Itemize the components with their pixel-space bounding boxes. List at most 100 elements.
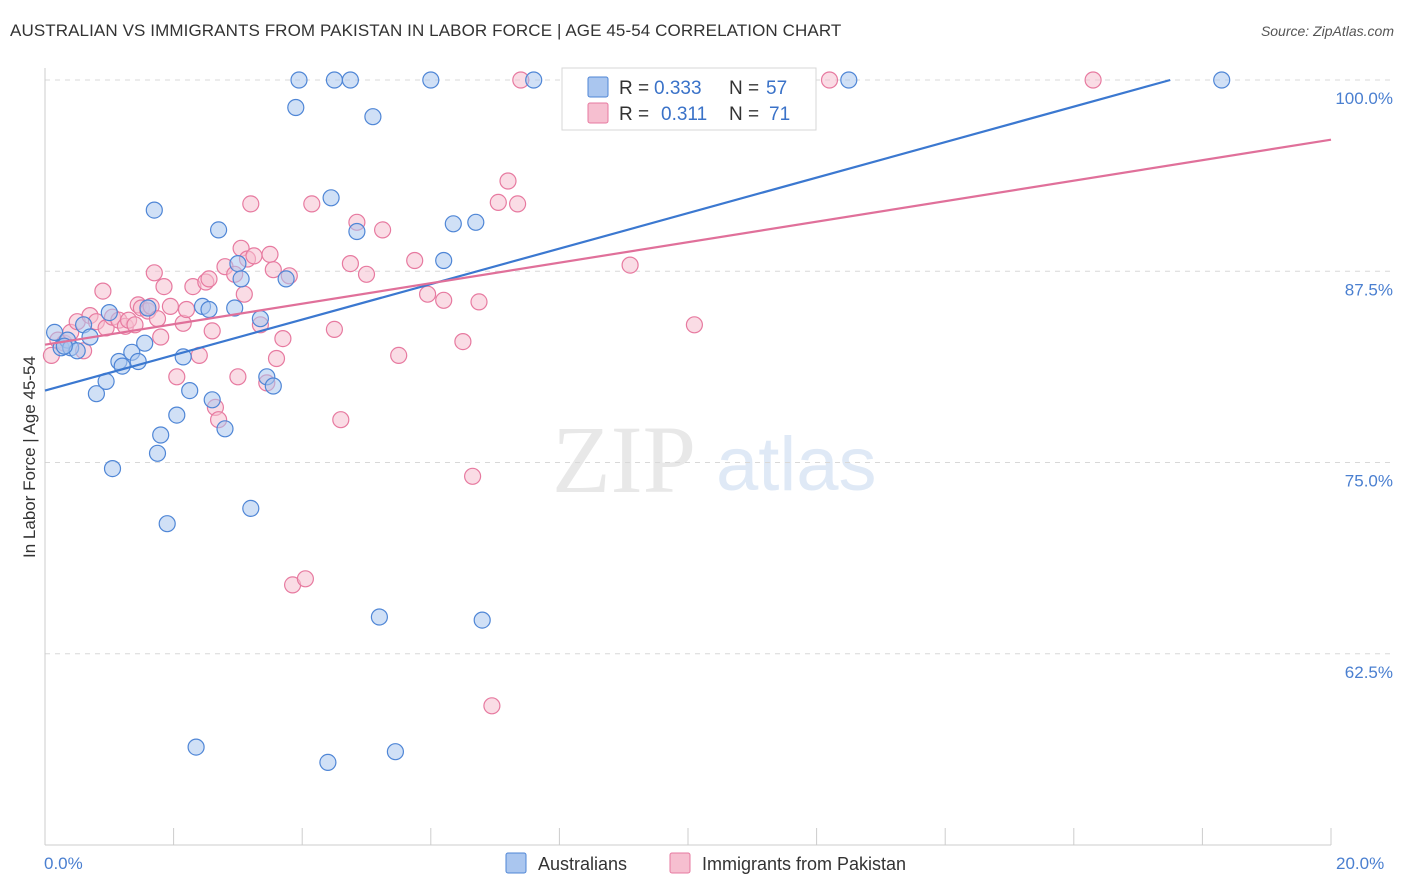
australians-point	[370, 608, 388, 626]
chart-title: AUSTRALIAN VS IMMIGRANTS FROM PAKISTAN I…	[10, 21, 842, 40]
australians-point	[1213, 71, 1231, 89]
australians-point	[181, 382, 199, 400]
pakistan-point	[303, 195, 321, 213]
pakistan-point	[685, 316, 704, 334]
legend-swatch-australians	[587, 76, 609, 98]
pakistan-point	[332, 411, 350, 429]
australians-point	[145, 201, 163, 219]
australians-point	[322, 189, 340, 207]
australians-point	[232, 270, 250, 288]
x-tick-label-max: 20.0%	[1336, 854, 1384, 873]
x-ticks	[44, 828, 1332, 845]
legend-r-value-australians: 0.333	[654, 78, 702, 99]
australians-point	[103, 460, 122, 478]
legend-r-value-pakistan: 0.311	[661, 104, 707, 125]
pakistan-point	[229, 368, 247, 386]
pakistan-point	[161, 297, 179, 315]
pakistan-point	[155, 278, 173, 296]
australians-point	[290, 71, 308, 89]
y-tick-label: 75.0%	[1345, 472, 1393, 491]
pakistan-point	[341, 255, 359, 273]
legend-n-value-pakistan: 71	[769, 104, 790, 125]
australians-trend-line	[44, 78, 1171, 392]
australians-point	[200, 300, 218, 319]
pakistan-point	[489, 193, 507, 211]
australians-point	[152, 426, 170, 444]
australians-point	[87, 385, 106, 403]
pakistan-point	[325, 320, 343, 338]
legend-n-value-australians: 57	[766, 78, 787, 99]
y-tick-label: 100.0%	[1335, 89, 1393, 108]
grid	[45, 79, 1394, 655]
australians-point	[287, 98, 305, 117]
pakistan-point	[1084, 71, 1102, 89]
pakistan-point	[264, 261, 282, 279]
pakistan-point	[464, 467, 482, 485]
pakistan-point	[152, 328, 170, 346]
pakistan-point	[390, 346, 408, 364]
pakistan-point	[245, 247, 263, 265]
australians-point	[348, 222, 366, 241]
australians-point	[45, 323, 64, 341]
australians-point	[148, 444, 167, 462]
pakistan-point	[820, 71, 839, 89]
pakistan-point	[454, 333, 472, 351]
pakistan-point	[419, 285, 437, 303]
pakistan-point	[621, 256, 639, 274]
pakistan-point	[242, 195, 260, 213]
australians-point	[203, 391, 221, 409]
pakistan-trend-line	[44, 138, 1332, 346]
australians-point	[473, 611, 491, 629]
pakistan-point	[470, 293, 488, 311]
pakistan-point	[499, 172, 517, 190]
pakistan-point	[267, 349, 286, 368]
pakistan-point	[235, 285, 253, 303]
australians-point	[341, 71, 359, 89]
y-axis-label: In Labor Force | Age 45-54	[20, 356, 39, 558]
australians-point	[467, 213, 485, 231]
bottom-legend-swatch-australians	[505, 852, 527, 874]
watermark-zip: ZIP	[552, 406, 696, 513]
australians-point	[187, 738, 205, 756]
bottom-legend-label-australians: Australians	[538, 854, 627, 874]
australians-point	[216, 420, 234, 438]
australians-point	[264, 377, 282, 395]
australians-point	[158, 515, 176, 533]
australians-point	[229, 255, 247, 273]
y-tick-labels: 100.0% 87.5% 75.0% 62.5%	[1335, 89, 1393, 682]
pakistan-point	[200, 270, 218, 288]
australians-point	[226, 299, 244, 317]
pakistan-point	[508, 195, 527, 213]
australians-point	[210, 221, 228, 239]
pakistan-point	[168, 368, 186, 386]
trend-lines	[44, 78, 1332, 392]
australians-point	[139, 299, 157, 317]
legend-n-label-australians: N =	[729, 78, 759, 99]
legend-r-label-australians: R =	[619, 78, 649, 99]
source-label: Source: ZipAtlas.com	[1260, 23, 1394, 39]
pakistan-point	[296, 570, 314, 588]
pink-series-points	[42, 71, 1102, 715]
australians-point	[525, 71, 543, 89]
pakistan-point	[483, 697, 501, 715]
bottom-legend: Australians Immigrants from Pakistan	[505, 852, 906, 874]
watermark-atlas: atlas	[716, 422, 877, 507]
pakistan-point	[261, 245, 279, 263]
pakistan-point	[177, 300, 196, 319]
australians-point	[435, 251, 453, 270]
australians-point	[364, 108, 382, 126]
pakistan-point	[203, 322, 221, 340]
australians-point	[422, 71, 440, 89]
blue-series-points	[45, 71, 1231, 772]
legend-swatch-pakistan	[587, 102, 609, 124]
australians-point	[325, 71, 343, 89]
australians-point	[444, 215, 462, 233]
australians-point	[251, 310, 269, 328]
australians-point	[386, 743, 404, 761]
australians-point	[319, 753, 337, 772]
australians-point	[100, 304, 118, 322]
pakistan-point	[374, 221, 392, 239]
legend: R = 0.333 N = 57 R = 0.311 N = 71	[561, 67, 817, 131]
australians-point	[840, 71, 858, 89]
